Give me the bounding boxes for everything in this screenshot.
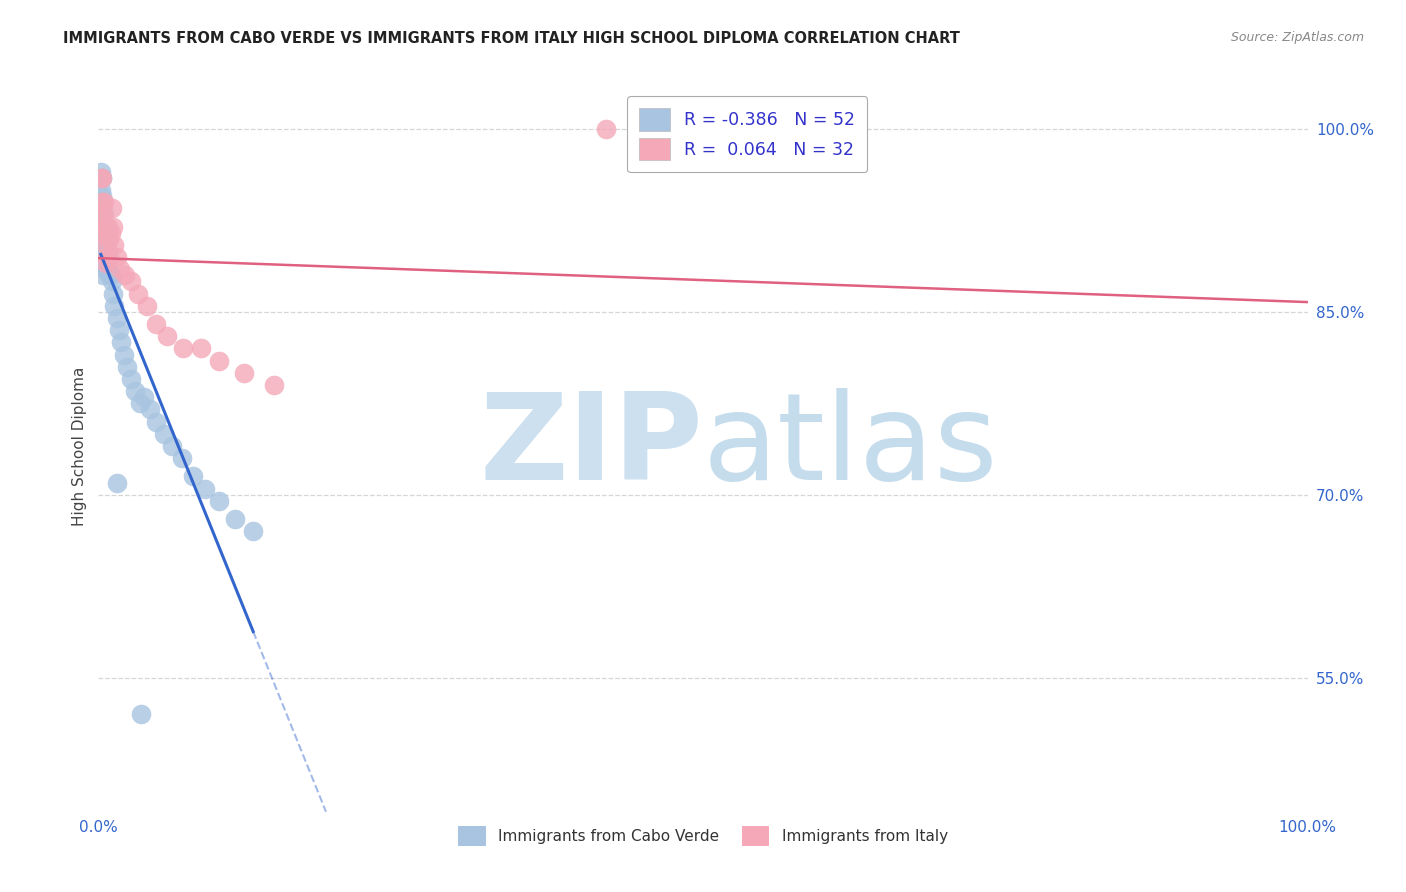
Point (91, 226, 114, 240)
Point (96, 250, 118, 264)
Point (100, 274, 122, 288)
Point (94, 256, 117, 270)
Point (108, 323, 131, 337)
Point (134, 390, 156, 404)
Point (139, 402, 162, 417)
Point (90, 170, 112, 185)
Point (105, 475, 128, 490)
Point (93, 195, 115, 210)
Point (110, 335, 132, 350)
Point (152, 426, 174, 441)
Point (91, 189, 114, 203)
Point (101, 219, 124, 234)
Point (190, 342, 212, 356)
Legend: Immigrants from Cabo Verde, Immigrants from Italy: Immigrants from Cabo Verde, Immigrants f… (453, 820, 953, 852)
Point (194, 482, 217, 496)
Point (98, 268, 121, 283)
Point (181, 469, 204, 483)
Point (91, 195, 114, 210)
Point (93, 226, 115, 240)
Point (224, 512, 246, 526)
Point (93, 219, 115, 234)
Point (100, 268, 122, 283)
Point (90, 183, 112, 197)
Point (112, 348, 135, 362)
Point (128, 396, 150, 410)
Point (98, 232, 121, 246)
Point (91, 213, 114, 227)
Text: atlas: atlas (703, 387, 998, 505)
Point (103, 299, 125, 313)
Point (120, 372, 142, 386)
Point (127, 286, 149, 301)
Y-axis label: High School Diploma: High School Diploma (72, 367, 87, 525)
Point (96, 250, 118, 264)
Point (96, 232, 118, 246)
Point (91, 195, 114, 210)
Point (91, 250, 114, 264)
Point (145, 415, 167, 429)
Point (135, 299, 157, 313)
Point (97, 244, 120, 258)
Point (94, 256, 117, 270)
Point (94, 238, 117, 252)
Point (96, 226, 118, 240)
Text: ZIP: ZIP (479, 387, 703, 505)
Point (90, 213, 112, 227)
Point (93, 207, 115, 221)
Point (105, 250, 128, 264)
Point (90, 164, 112, 178)
Text: Source: ZipAtlas.com: Source: ZipAtlas.com (1230, 31, 1364, 45)
Point (232, 366, 254, 380)
Point (145, 317, 167, 331)
Point (129, 707, 152, 722)
Point (103, 238, 125, 252)
Point (100, 226, 122, 240)
Point (91, 201, 114, 215)
Point (114, 268, 136, 283)
Point (208, 494, 231, 508)
Point (108, 262, 131, 277)
Point (91, 232, 114, 246)
Point (101, 286, 124, 301)
Point (120, 274, 142, 288)
Point (90, 195, 112, 210)
Point (91, 170, 114, 185)
Point (91, 170, 114, 185)
Point (595, 122, 617, 136)
Point (97, 219, 120, 234)
Point (94, 219, 117, 234)
Point (160, 439, 183, 453)
Point (105, 311, 128, 326)
Point (91, 226, 114, 240)
Point (91, 238, 114, 252)
Text: IMMIGRANTS FROM CABO VERDE VS IMMIGRANTS FROM ITALY HIGH SCHOOL DIPLOMA CORRELAT: IMMIGRANTS FROM CABO VERDE VS IMMIGRANTS… (63, 31, 960, 46)
Point (91, 213, 114, 227)
Point (242, 524, 264, 539)
Point (93, 244, 115, 258)
Point (156, 329, 179, 343)
Point (208, 353, 231, 368)
Point (91, 268, 114, 283)
Point (93, 262, 115, 277)
Point (100, 201, 122, 215)
Point (263, 378, 285, 392)
Point (170, 451, 193, 466)
Point (124, 384, 146, 399)
Point (117, 359, 139, 374)
Point (94, 238, 117, 252)
Point (98, 250, 121, 264)
Point (172, 342, 194, 356)
Point (91, 207, 114, 221)
Point (97, 262, 120, 277)
